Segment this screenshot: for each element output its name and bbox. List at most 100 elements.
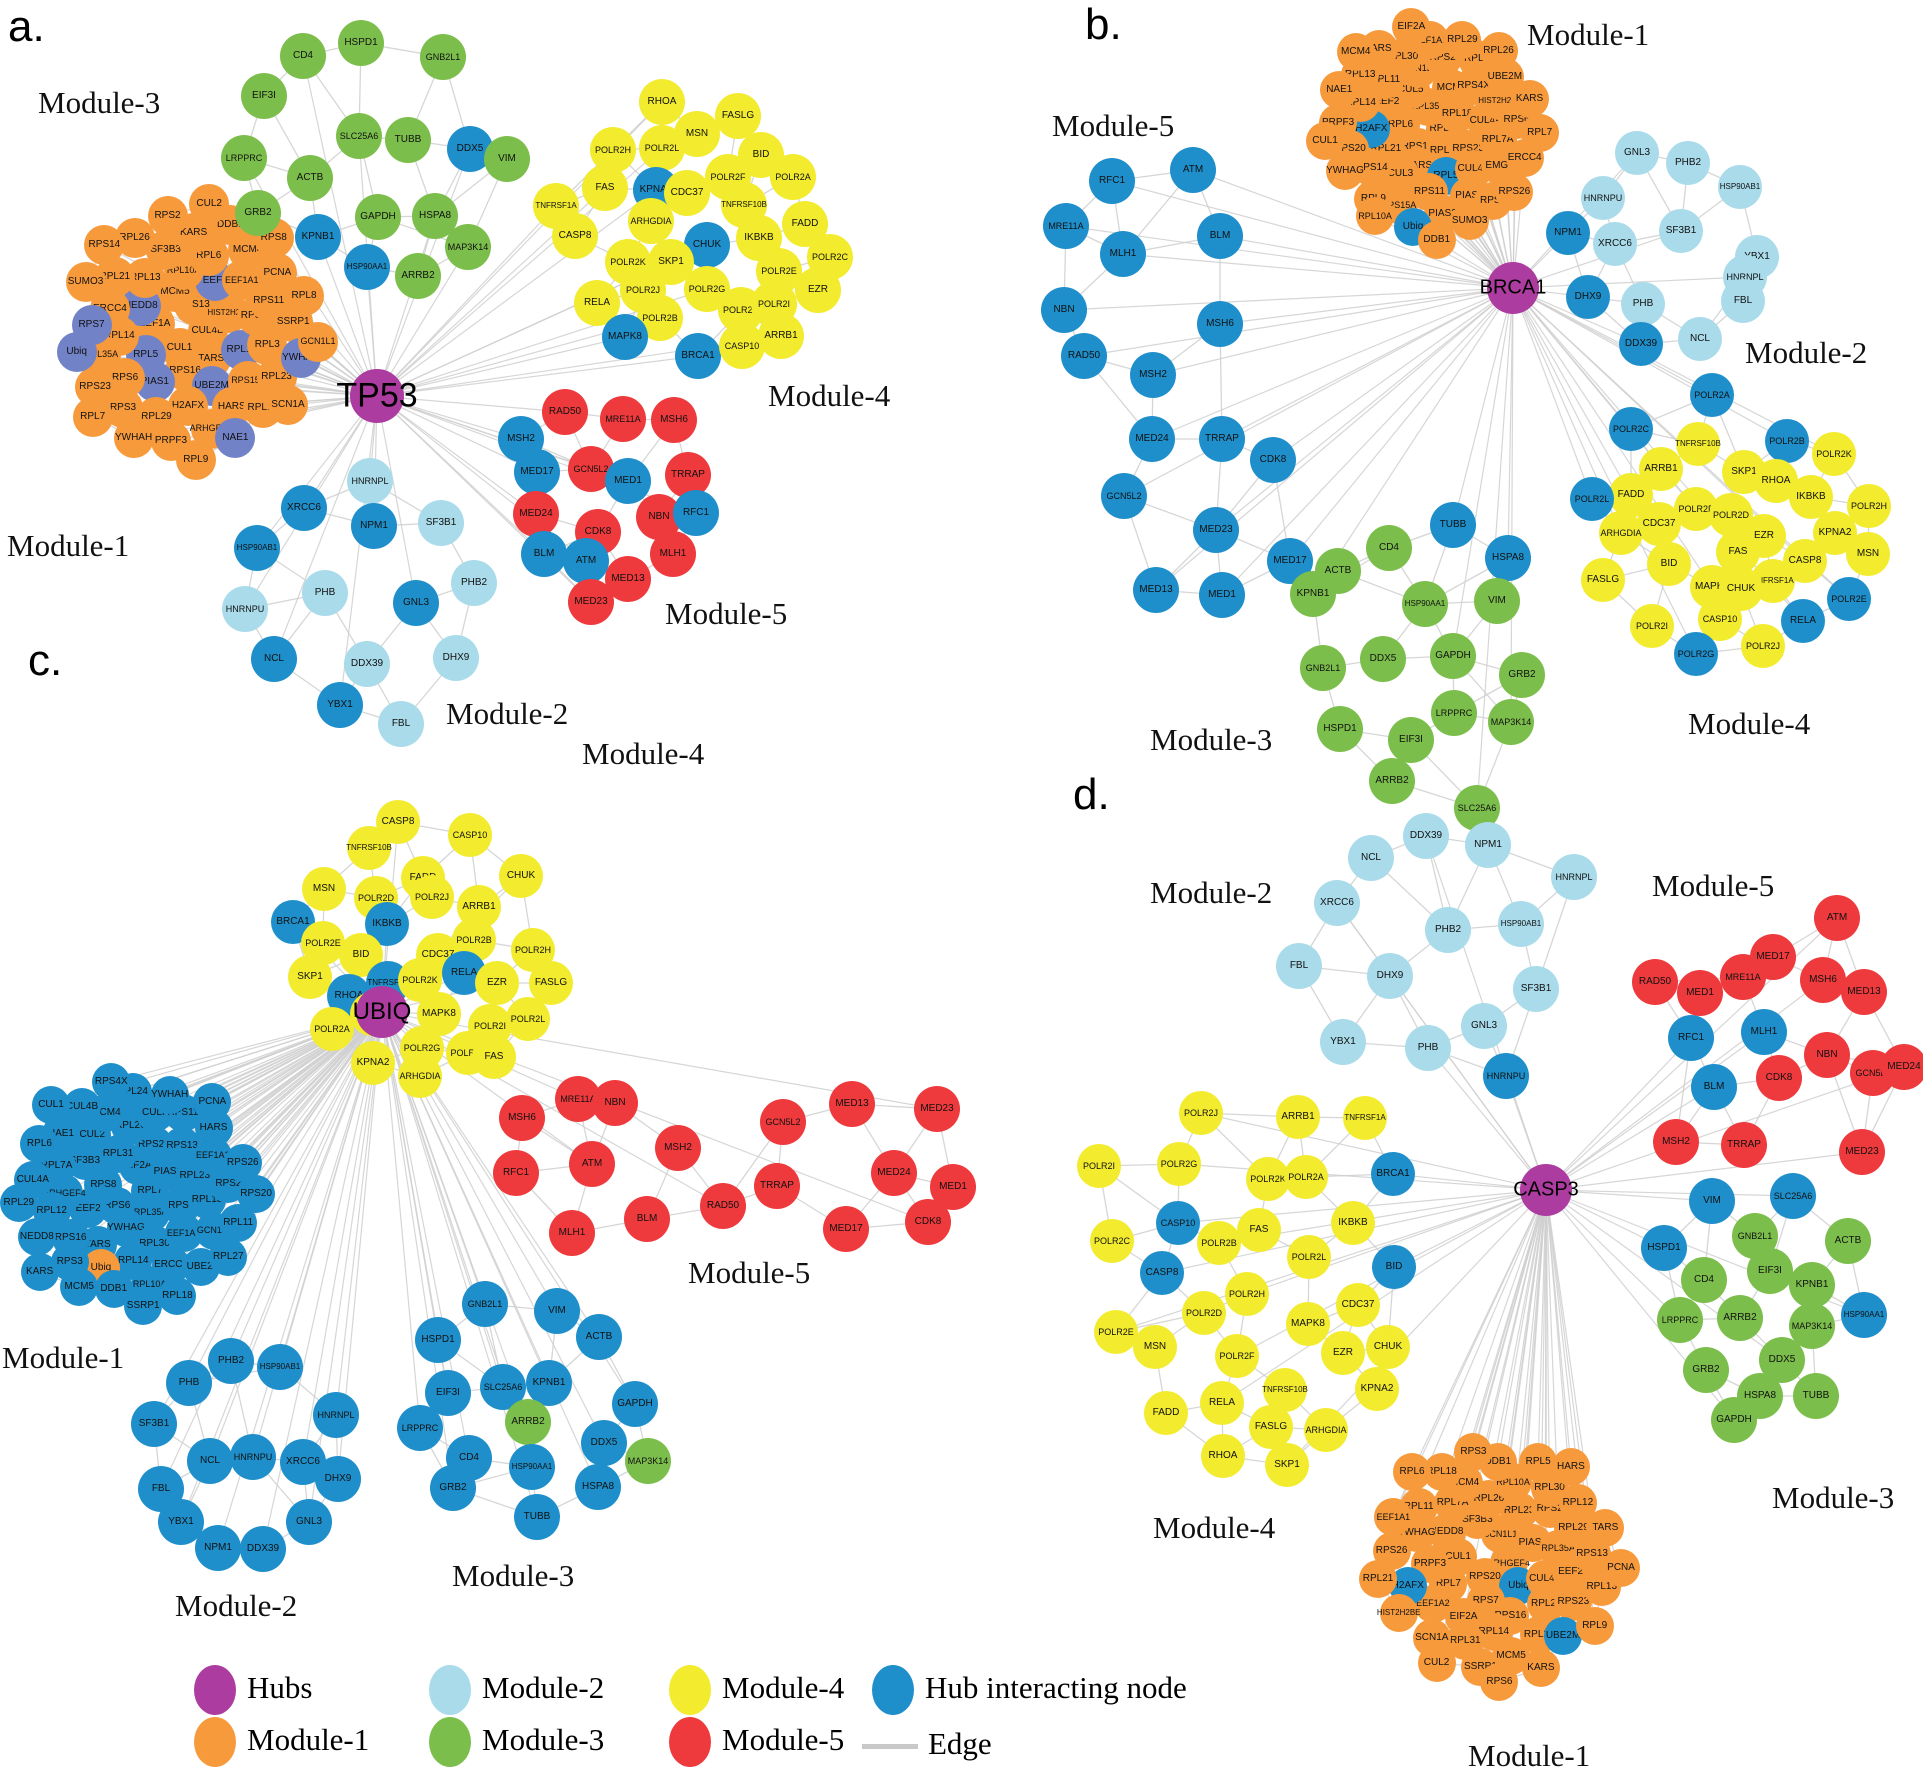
- network-node[interactable]: MSH2: [1653, 1119, 1699, 1165]
- network-node[interactable]: MED13: [1841, 969, 1887, 1015]
- network-node[interactable]: FBL: [1276, 943, 1322, 989]
- network-node[interactable]: VIM: [1474, 578, 1520, 624]
- network-node[interactable]: GNL3: [1615, 131, 1659, 175]
- network-node[interactable]: RPS6: [1480, 1663, 1519, 1702]
- network-node[interactable]: MRE11A: [1043, 203, 1089, 249]
- network-node[interactable]: ARHGDIA: [1304, 1408, 1348, 1452]
- network-node[interactable]: TRRAP: [1199, 416, 1245, 462]
- network-node[interactable]: POLR2H: [1847, 484, 1891, 528]
- network-node[interactable]: GCN5L2: [1101, 473, 1147, 519]
- network-node[interactable]: RPL6: [20, 1125, 59, 1164]
- network-node[interactable]: NPM1: [1546, 211, 1590, 255]
- network-node[interactable]: CASP10: [448, 813, 492, 857]
- network-node[interactable]: MSH6: [1197, 301, 1243, 347]
- network-node[interactable]: SF3B1: [418, 500, 464, 546]
- hub-node-tp53[interactable]: [350, 369, 404, 423]
- network-node[interactable]: POLR2B: [1765, 419, 1809, 463]
- network-node[interactable]: FADD: [1144, 1391, 1188, 1435]
- network-node[interactable]: ARHGDIA: [1599, 511, 1643, 555]
- network-node[interactable]: BLM: [521, 531, 567, 577]
- network-node[interactable]: MED24: [871, 1150, 917, 1196]
- network-node[interactable]: RPL6: [1393, 1452, 1432, 1491]
- network-node[interactable]: MED17: [514, 449, 560, 495]
- network-node[interactable]: GCN1L1: [298, 321, 339, 362]
- network-node[interactable]: HNRNPL: [1551, 854, 1597, 900]
- network-node[interactable]: SUMO3: [65, 262, 106, 303]
- network-node[interactable]: POLR2A: [1690, 373, 1734, 417]
- network-node[interactable]: MAP3K14: [445, 224, 491, 270]
- network-node[interactable]: ARRB2: [505, 1399, 551, 1445]
- network-node[interactable]: ACTB: [576, 1314, 622, 1360]
- network-node[interactable]: SSRP1: [124, 1287, 163, 1326]
- network-node[interactable]: POLR2B: [1197, 1221, 1241, 1265]
- network-node[interactable]: PHB: [1405, 1025, 1451, 1071]
- network-node[interactable]: RPL26: [1479, 32, 1518, 71]
- network-node[interactable]: KPNB1: [1290, 571, 1336, 617]
- network-node[interactable]: HSP90AA1: [1402, 581, 1448, 627]
- network-node[interactable]: HSP90AA1: [509, 1444, 555, 1490]
- network-node[interactable]: POLR2L: [1287, 1235, 1331, 1279]
- network-node[interactable]: MRE11A: [1720, 954, 1766, 1000]
- network-node[interactable]: HIST2H2BE: [1377, 1594, 1421, 1633]
- network-node[interactable]: CASP8: [552, 213, 598, 259]
- network-node[interactable]: MSN: [1133, 1325, 1177, 1369]
- network-node[interactable]: FASLG: [1249, 1405, 1293, 1449]
- network-node[interactable]: KARS: [1510, 80, 1549, 119]
- network-node[interactable]: NBN: [592, 1080, 638, 1126]
- network-node[interactable]: XRCC6: [281, 485, 327, 531]
- network-node[interactable]: ARHGDIA: [628, 198, 674, 244]
- network-node[interactable]: RPL10A: [1356, 197, 1395, 236]
- network-node[interactable]: HSP90AB1: [257, 1344, 303, 1390]
- network-node[interactable]: DHX9: [433, 635, 479, 681]
- network-node[interactable]: PHB2: [1666, 141, 1710, 185]
- network-node[interactable]: PHB: [166, 1360, 212, 1406]
- network-node[interactable]: HSP90AB1: [234, 525, 280, 571]
- network-node[interactable]: HSPA8: [1485, 535, 1531, 581]
- network-node[interactable]: POLR2C: [1090, 1219, 1134, 1263]
- network-node[interactable]: EEF1A1: [1374, 1498, 1413, 1537]
- network-node[interactable]: PCNA: [1602, 1549, 1641, 1588]
- network-node[interactable]: HSPD1: [1317, 706, 1363, 752]
- network-node[interactable]: ATM: [569, 1141, 615, 1187]
- network-node[interactable]: NCL: [1678, 317, 1722, 361]
- network-node[interactable]: MLH1: [1100, 231, 1146, 277]
- network-node[interactable]: Ubiq: [56, 331, 97, 372]
- network-node[interactable]: KPNA2: [351, 1041, 395, 1085]
- network-node[interactable]: CD4: [1366, 525, 1412, 571]
- network-node[interactable]: YBX1: [1320, 1019, 1366, 1065]
- network-node[interactable]: POLR2E: [1094, 1310, 1138, 1354]
- network-node[interactable]: HNRNPU: [1483, 1053, 1529, 1099]
- network-node[interactable]: ARRB2: [1369, 758, 1415, 804]
- network-node[interactable]: POLR2E: [1827, 577, 1871, 621]
- network-node[interactable]: MED23: [914, 1086, 960, 1132]
- network-node[interactable]: CDC37: [1336, 1283, 1380, 1327]
- network-node[interactable]: CDK8: [1250, 437, 1296, 483]
- network-node[interactable]: RFC1: [1668, 1015, 1714, 1061]
- network-node[interactable]: CASP8: [1140, 1251, 1184, 1295]
- network-node[interactable]: MED24: [513, 491, 559, 537]
- network-node[interactable]: DHX9: [315, 1456, 361, 1502]
- network-node[interactable]: LRPPRC: [1431, 690, 1477, 736]
- network-node[interactable]: POLR2A: [1284, 1155, 1328, 1199]
- network-node[interactable]: CDK8: [1756, 1055, 1802, 1101]
- network-node[interactable]: EIF3I: [1388, 717, 1434, 763]
- network-node[interactable]: SF3B1: [131, 1401, 177, 1447]
- network-node[interactable]: RPL5: [1519, 1443, 1558, 1482]
- network-node[interactable]: EZR: [1321, 1331, 1365, 1375]
- network-node[interactable]: NCL: [187, 1438, 233, 1484]
- network-node[interactable]: LRPPRC: [221, 135, 267, 181]
- network-node[interactable]: FASLG: [715, 93, 761, 139]
- network-node[interactable]: RPS2: [147, 195, 188, 236]
- network-node[interactable]: ATM: [1814, 895, 1860, 941]
- network-node[interactable]: CD4: [280, 33, 326, 79]
- network-node[interactable]: RPL9: [175, 440, 216, 481]
- network-node[interactable]: HSP90AA1: [1841, 1292, 1887, 1338]
- network-node[interactable]: YWHAH: [150, 1076, 189, 1115]
- network-node[interactable]: DDX5: [581, 1420, 627, 1466]
- network-node[interactable]: FBL: [1721, 279, 1765, 323]
- network-node[interactable]: KARS: [20, 1253, 59, 1292]
- network-node[interactable]: MSN: [1846, 532, 1890, 576]
- network-node[interactable]: GRB2: [1683, 1347, 1729, 1393]
- network-node[interactable]: RPL21: [1359, 1559, 1398, 1598]
- network-node[interactable]: POLR2G: [1157, 1142, 1201, 1186]
